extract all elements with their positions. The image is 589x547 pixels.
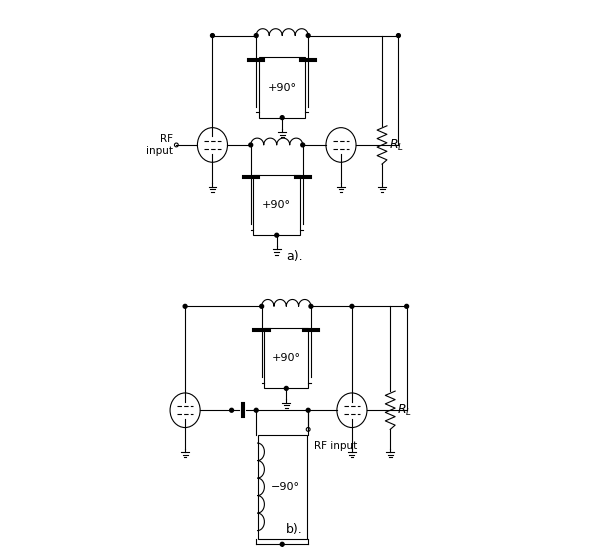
Circle shape — [254, 408, 258, 412]
Circle shape — [260, 304, 264, 309]
Text: −90°: −90° — [270, 482, 299, 492]
Circle shape — [280, 116, 284, 120]
Text: +90°: +90° — [267, 83, 297, 92]
Circle shape — [254, 34, 258, 37]
Circle shape — [306, 34, 310, 37]
FancyBboxPatch shape — [259, 57, 306, 118]
Circle shape — [301, 143, 305, 147]
Text: $R_L$: $R_L$ — [397, 403, 412, 418]
FancyBboxPatch shape — [257, 435, 307, 539]
Circle shape — [280, 543, 284, 546]
Text: RF input: RF input — [314, 441, 357, 451]
Circle shape — [249, 143, 253, 147]
Circle shape — [183, 304, 187, 309]
Circle shape — [350, 304, 354, 309]
Circle shape — [306, 408, 310, 412]
Text: RF
input: RF input — [146, 134, 173, 156]
Circle shape — [275, 234, 279, 237]
Text: +90°: +90° — [262, 200, 291, 210]
Circle shape — [210, 34, 214, 37]
Text: $R_L$: $R_L$ — [389, 137, 404, 153]
Circle shape — [230, 408, 233, 412]
Circle shape — [405, 304, 409, 309]
Circle shape — [284, 386, 288, 391]
Circle shape — [396, 34, 401, 37]
FancyBboxPatch shape — [253, 175, 300, 235]
Circle shape — [309, 304, 313, 309]
Text: b).: b). — [286, 523, 303, 536]
Text: +90°: +90° — [272, 353, 301, 363]
FancyBboxPatch shape — [264, 328, 308, 388]
Text: a).: a). — [286, 249, 303, 263]
